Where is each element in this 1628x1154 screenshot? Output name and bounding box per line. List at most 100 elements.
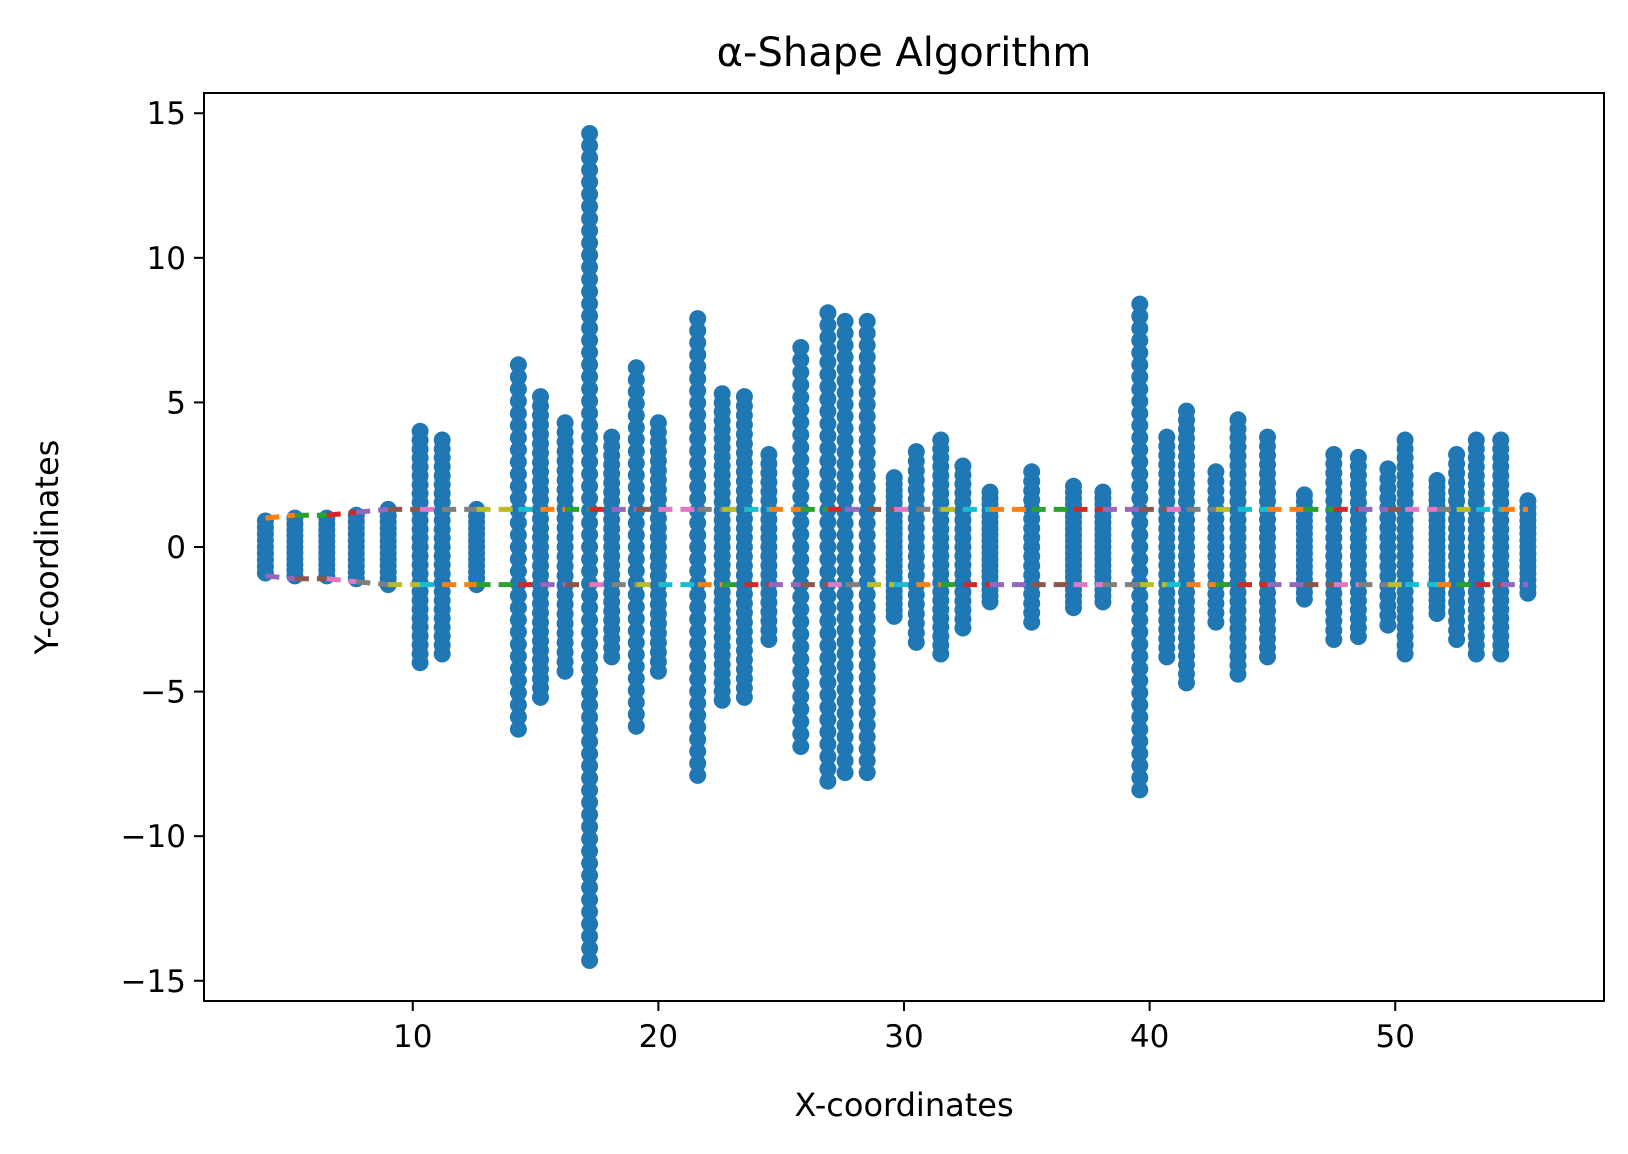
scatter-point <box>858 633 876 651</box>
scatter-point <box>819 686 837 704</box>
scatter-point <box>689 370 707 388</box>
scatter-point <box>858 467 876 485</box>
scatter-point <box>836 562 854 580</box>
scatter-point <box>954 457 972 475</box>
scatter-point <box>836 692 854 710</box>
scatter-point <box>689 694 707 712</box>
scatter-point <box>1131 429 1149 447</box>
scatter-point <box>836 372 854 390</box>
scatter-point <box>858 431 876 449</box>
scatter-point <box>819 550 837 568</box>
scatter-point <box>836 633 854 651</box>
scatter-point <box>581 672 599 690</box>
scatter-point <box>1131 660 1149 677</box>
scatter-point <box>509 599 527 617</box>
scatter-point <box>689 634 707 652</box>
scatter-point <box>836 336 854 354</box>
scatter-point <box>509 368 527 386</box>
scatter-point <box>836 586 854 603</box>
scatter-point <box>858 419 876 437</box>
scatter-point <box>858 479 876 497</box>
scatter-point <box>1207 463 1225 481</box>
scatter-point <box>836 431 854 449</box>
scatter-point <box>509 356 527 374</box>
scatter-point <box>792 426 810 444</box>
scatter-point <box>1428 472 1446 489</box>
scatter-point <box>836 360 854 378</box>
scatter-point <box>858 526 876 544</box>
scatter-point <box>627 622 645 640</box>
scatter-point <box>581 404 599 422</box>
scatter-point <box>1259 428 1276 446</box>
scatter-point <box>689 406 707 424</box>
scatter-point <box>836 419 854 437</box>
scatter-point <box>792 675 810 693</box>
scatter-point <box>581 198 599 215</box>
scatter-point <box>1131 696 1149 714</box>
scatter-point <box>581 952 599 969</box>
scatter-point <box>581 380 599 398</box>
scatter-point <box>581 660 599 678</box>
scatter-point <box>689 670 707 688</box>
scatter-point <box>689 538 707 556</box>
scatter-point <box>1131 453 1149 471</box>
scatter-point <box>649 414 667 432</box>
scatter-point <box>603 428 621 446</box>
scatter-point <box>581 489 599 507</box>
x-axis-label: X-coordinates <box>794 1086 1013 1124</box>
scatter-point <box>819 563 837 581</box>
scatter-point <box>1519 492 1537 510</box>
scatter-point <box>581 550 599 568</box>
scatter-point <box>581 173 599 191</box>
scatter-point <box>858 657 876 675</box>
scatter-point <box>509 526 527 544</box>
scatter-point <box>581 283 599 301</box>
scatter-point <box>581 684 599 702</box>
scatter-point <box>509 489 527 507</box>
scatter-point <box>1131 404 1149 422</box>
scatter-point <box>1131 538 1149 556</box>
scatter-point <box>1131 769 1149 787</box>
scatter-point <box>581 781 599 799</box>
scatter-point <box>689 586 707 604</box>
scatter-point <box>819 711 837 729</box>
scatter-point <box>819 760 837 778</box>
scatter-point <box>858 752 876 770</box>
scatter-point <box>932 431 950 449</box>
scatter-point <box>792 376 810 394</box>
scatter-point <box>792 538 810 556</box>
scatter-point <box>581 270 599 288</box>
scatter-point <box>1295 486 1313 504</box>
scatter-point <box>509 660 527 677</box>
scatter-point <box>907 443 925 461</box>
scatter-point <box>581 927 599 945</box>
scatter-point <box>689 730 707 748</box>
scatter-point <box>581 538 599 556</box>
scatter-point <box>1131 380 1149 398</box>
scatter-point <box>792 738 810 755</box>
scatter-point <box>836 704 854 722</box>
scatter-point <box>689 454 707 472</box>
scatter-point <box>649 662 667 680</box>
scatter-point <box>689 394 707 412</box>
scatter-point <box>858 443 876 461</box>
scatter-point <box>581 891 599 909</box>
scatter-point <box>627 430 645 448</box>
scatter-point <box>858 491 876 508</box>
scatter-point <box>1131 441 1149 459</box>
scatter-point <box>792 388 810 406</box>
scatter-point <box>819 341 837 359</box>
scatter-point <box>836 728 854 746</box>
scatter-point <box>819 439 837 457</box>
scatter-point <box>581 599 599 617</box>
scatter-point <box>581 806 599 824</box>
scatter-point <box>627 359 645 377</box>
scatter-point <box>581 757 599 775</box>
scatter-point <box>509 477 527 495</box>
x-tick-label: 50 <box>1376 1019 1415 1055</box>
scatter-point <box>603 648 621 666</box>
x-tick-label: 30 <box>884 1019 923 1055</box>
scatter-point <box>713 385 731 403</box>
scatter-point <box>581 465 599 483</box>
scatter-point <box>581 842 599 860</box>
